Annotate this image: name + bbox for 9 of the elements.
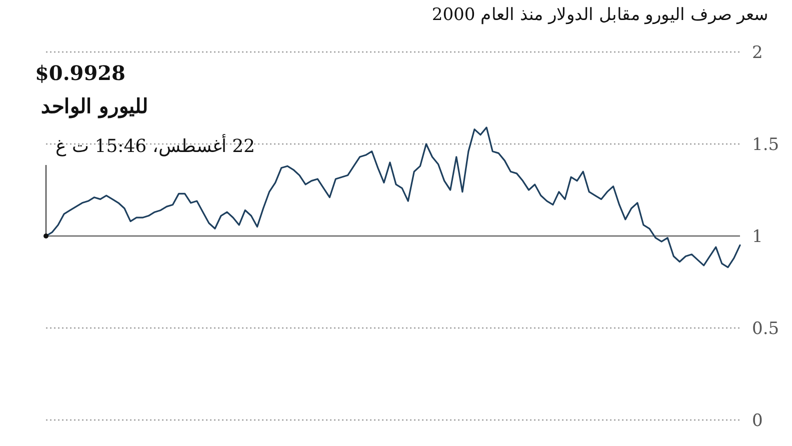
- ytick: 1.5: [752, 135, 780, 155]
- annotation: $0.9928: [35, 61, 126, 85]
- ytick: 0: [752, 411, 763, 431]
- annotation: لليورو الواحد: [41, 94, 148, 118]
- ytick: 0.5: [752, 319, 780, 339]
- title: سعر صرف اليورو مقابل الدولار منذ العام 2000: [432, 5, 768, 25]
- ytick: 2: [752, 43, 763, 63]
- annotation: 22 أغسطس، 15:46 ت غ: [55, 136, 255, 157]
- ytick: 1: [752, 227, 763, 247]
